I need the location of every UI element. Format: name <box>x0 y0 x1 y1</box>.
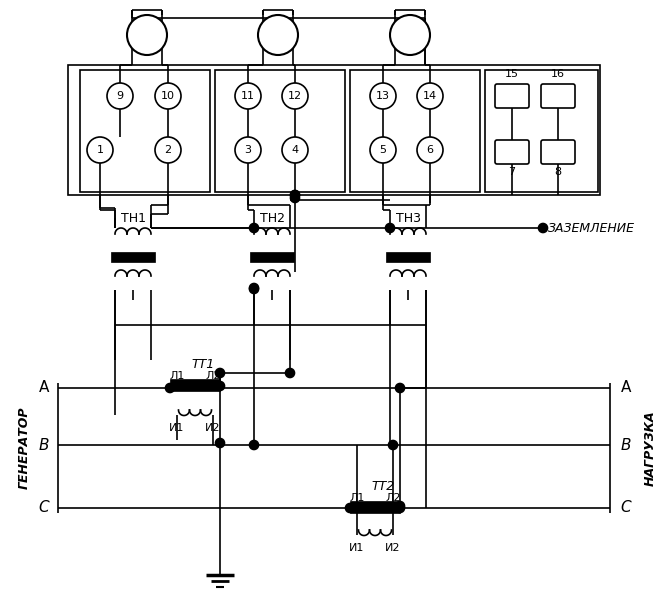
Circle shape <box>285 368 295 377</box>
Circle shape <box>216 368 224 377</box>
Circle shape <box>249 223 259 232</box>
Bar <box>386 252 430 262</box>
Circle shape <box>249 285 259 294</box>
Text: ТН3: ТН3 <box>396 211 421 225</box>
Text: И2: И2 <box>205 423 220 433</box>
Text: B: B <box>39 438 50 453</box>
Bar <box>215 70 345 192</box>
Circle shape <box>235 83 261 109</box>
Text: И2: И2 <box>385 543 401 553</box>
Text: 3: 3 <box>245 145 251 155</box>
Circle shape <box>395 383 405 393</box>
Circle shape <box>395 501 405 510</box>
Circle shape <box>291 190 299 199</box>
Circle shape <box>370 137 396 163</box>
Circle shape <box>417 83 443 109</box>
Circle shape <box>127 15 167 55</box>
Text: НАГРУЗКА: НАГРУЗКА <box>643 410 657 486</box>
Bar <box>350 501 400 513</box>
Text: ТТ2: ТТ2 <box>371 480 395 492</box>
Circle shape <box>216 382 224 391</box>
Text: 5: 5 <box>379 145 387 155</box>
Circle shape <box>216 438 224 447</box>
Text: B: B <box>620 438 631 453</box>
Text: 7: 7 <box>509 167 515 177</box>
Text: ЗАЗЕМЛЕНИЕ: ЗАЗЕМЛЕНИЕ <box>548 222 635 235</box>
Text: 6: 6 <box>427 145 433 155</box>
Text: Л2: Л2 <box>385 493 401 503</box>
Circle shape <box>249 284 259 293</box>
FancyBboxPatch shape <box>541 84 575 108</box>
Bar <box>350 70 480 192</box>
Circle shape <box>258 15 298 55</box>
Circle shape <box>291 190 299 199</box>
Text: 10: 10 <box>161 91 175 101</box>
Circle shape <box>165 383 174 393</box>
Text: 16: 16 <box>551 69 565 79</box>
Text: 8: 8 <box>555 167 561 177</box>
Circle shape <box>282 83 308 109</box>
Circle shape <box>389 441 397 450</box>
Text: И1: И1 <box>170 423 185 433</box>
Circle shape <box>107 83 133 109</box>
Text: C: C <box>620 500 631 515</box>
Bar <box>170 379 220 391</box>
Text: 14: 14 <box>423 91 437 101</box>
Text: 11: 11 <box>241 91 255 101</box>
Circle shape <box>249 441 259 450</box>
Bar <box>80 70 210 192</box>
Text: 2: 2 <box>164 145 172 155</box>
Text: A: A <box>621 380 631 396</box>
Text: C: C <box>39 500 50 515</box>
Circle shape <box>390 15 430 55</box>
Text: A: A <box>39 380 49 396</box>
Text: 9: 9 <box>117 91 123 101</box>
FancyBboxPatch shape <box>495 84 529 108</box>
Circle shape <box>235 137 261 163</box>
Text: 12: 12 <box>288 91 302 101</box>
Text: Л2: Л2 <box>205 371 220 381</box>
Circle shape <box>155 83 181 109</box>
Circle shape <box>87 137 113 163</box>
Text: 1: 1 <box>96 145 103 155</box>
Circle shape <box>385 223 395 232</box>
Text: ТТ1: ТТ1 <box>192 358 214 370</box>
Circle shape <box>539 223 547 232</box>
Text: 13: 13 <box>376 91 390 101</box>
FancyBboxPatch shape <box>541 140 575 164</box>
Text: 4: 4 <box>291 145 299 155</box>
Circle shape <box>291 193 299 202</box>
Text: Л1: Л1 <box>349 493 364 503</box>
Text: ТН1: ТН1 <box>121 211 146 225</box>
Circle shape <box>282 137 308 163</box>
Text: ТН2: ТН2 <box>260 211 285 225</box>
Bar <box>68 65 600 195</box>
FancyBboxPatch shape <box>495 140 529 164</box>
Circle shape <box>370 83 396 109</box>
Circle shape <box>395 503 405 512</box>
Circle shape <box>417 137 443 163</box>
Circle shape <box>155 137 181 163</box>
Bar <box>111 252 155 262</box>
Circle shape <box>346 503 354 512</box>
Bar <box>485 70 598 192</box>
Text: И1: И1 <box>349 543 364 553</box>
Bar <box>250 252 294 262</box>
Text: 15: 15 <box>505 69 519 79</box>
Text: Л1: Л1 <box>170 371 185 381</box>
Text: ГЕНЕРАТОР: ГЕНЕРАТОР <box>17 407 31 489</box>
